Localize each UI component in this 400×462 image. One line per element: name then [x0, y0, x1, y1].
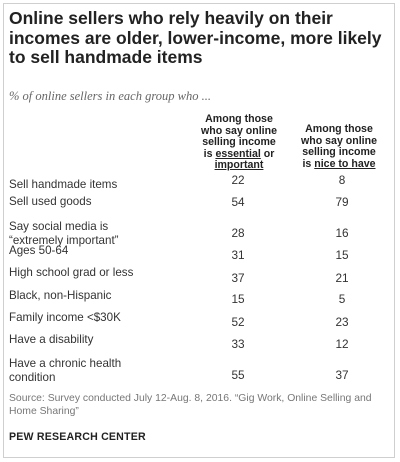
value-nice: 79	[335, 195, 349, 209]
value-nice: 21	[335, 271, 349, 285]
value-essential: 33	[231, 337, 245, 351]
chart-title: Online sellers who rely heavily on their…	[9, 8, 382, 67]
row-label-line: Say social media is	[9, 220, 109, 233]
row-label: Sell used goods	[9, 195, 92, 208]
column-header-line: who say online	[301, 134, 377, 147]
value-nice: 16	[335, 226, 349, 240]
column-header-line: Among those	[205, 113, 273, 125]
row-label: Ages 50-64	[9, 244, 69, 257]
row-label: Have a disability	[9, 333, 94, 346]
row-label: Say social media is “extremely important”	[9, 220, 194, 247]
value-essential: 31	[231, 248, 245, 262]
value-nice: 8	[338, 173, 346, 187]
value-nice: 12	[335, 337, 349, 351]
row-label: Black, non-Hispanic	[9, 289, 112, 302]
row-label: High school grad or less	[9, 266, 134, 279]
brand-label: PEW RESEARCH CENTER	[9, 431, 146, 443]
column-header-line: is nice to have	[291, 157, 387, 171]
column-header-line: important	[186, 160, 292, 172]
value-essential: 52	[231, 315, 245, 329]
value-essential: 22	[231, 173, 245, 187]
value-essential: 37	[231, 271, 245, 285]
column-header-line: Among those	[305, 123, 373, 135]
row-label: Sell handmade items	[9, 178, 118, 191]
value-essential: 54	[231, 195, 245, 209]
column-header-text: is	[302, 157, 315, 170]
value-nice: 15	[335, 248, 349, 262]
chart-frame	[3, 3, 395, 458]
value-nice: 5	[338, 292, 346, 306]
column-header-line: selling income	[202, 136, 276, 149]
column-header-underlined: essential	[215, 147, 261, 160]
chart-subtitle: % of online sellers in each group who ..…	[9, 89, 211, 103]
row-label-line: Have a chronic health	[9, 357, 122, 370]
value-nice: 23	[335, 315, 349, 329]
value-essential: 28	[231, 226, 245, 240]
column-header-nice: Among those who say online selling incom…	[291, 123, 387, 171]
source-note: Source: Survey conducted July 12-Aug. 8,…	[9, 393, 372, 417]
value-essential: 55	[231, 368, 245, 382]
column-header-line: selling income	[302, 146, 376, 159]
column-header-text: is	[203, 147, 216, 160]
row-label: Family income <$30K	[9, 311, 121, 324]
column-header-underlined: nice to have	[314, 157, 376, 170]
value-essential: 15	[231, 292, 245, 306]
row-label-line: condition	[9, 370, 56, 384]
column-header-text: or	[260, 147, 275, 160]
column-header-underlined: important	[214, 159, 264, 172]
value-nice: 37	[335, 368, 349, 382]
row-label: Have a chronic health condition	[9, 357, 194, 384]
row-label-line: “extremely important”	[9, 233, 119, 247]
column-header-line: is essential or	[186, 147, 292, 161]
column-header-line: who say online	[201, 124, 277, 137]
column-header-essential: Among those who say online selling incom…	[186, 113, 292, 172]
